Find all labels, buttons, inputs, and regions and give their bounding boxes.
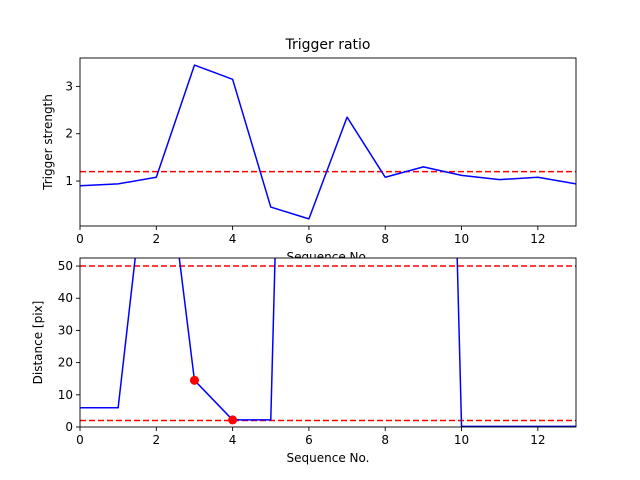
y-tick-label: 50 [58,259,73,273]
x-tick-label: 10 [454,232,469,246]
y-tick-label: 20 [58,356,73,370]
series-line [80,258,576,427]
series-line [80,64,576,220]
x-axis-label: Sequence No. [287,451,370,465]
data-point-marker [189,375,199,385]
y-tick-label: 10 [58,388,73,402]
axes-frame [79,57,577,227]
axes-frame [79,257,577,428]
y-tick-label: 0 [65,420,73,434]
x-tick-label: 6 [305,433,313,447]
chart-distance: 0 2 4 6 8 10 12 0 10 20 30 40 50 Sequence No. Distance… [31,257,577,465]
y-tick-label: 30 [58,323,73,337]
plot-area [80,58,576,226]
plot-content [80,258,576,427]
x-tick-label: 4 [229,232,237,246]
x-tick-label: 12 [530,433,545,447]
chart-title: Trigger ratio [284,37,370,53]
x-tick-label: 8 [381,433,389,447]
x-tick-label: 12 [530,232,545,246]
x-tick-label: 0 [76,232,84,246]
plot-content [80,64,576,220]
y-axis-label: Distance [pix] [31,301,45,385]
y-tick-label: 1 [65,174,73,188]
y-tick-label: 3 [65,79,73,93]
x-tick-label: 6 [305,232,313,246]
x-tick-label: 4 [229,433,237,447]
y-axis-label: Trigger strength [41,94,55,191]
x-tick-label: 0 [76,433,84,447]
x-tick-label: 10 [454,433,469,447]
x-tick-label: 2 [152,433,160,447]
y-tick-label: 40 [58,291,73,305]
x-tick-label: 2 [152,232,160,246]
plot-area [80,258,576,427]
y-tick-label: 2 [65,127,73,141]
data-point-marker [228,415,238,425]
x-tick-label: 8 [381,232,389,246]
